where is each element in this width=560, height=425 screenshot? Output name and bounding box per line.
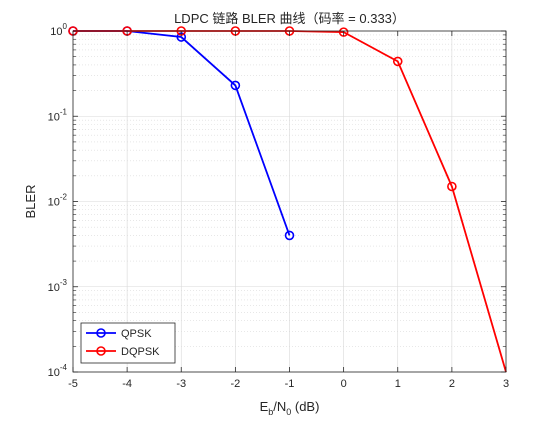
y-tick-label: 100 bbox=[50, 22, 67, 38]
legend-marker-qpsk bbox=[96, 328, 106, 338]
y-axis-label: BLER bbox=[23, 185, 38, 219]
x-axis-label: Eb/N0 (dB) bbox=[260, 399, 320, 417]
legend: QPSK DQPSK bbox=[80, 322, 176, 364]
data-point-dqpsk bbox=[392, 56, 403, 67]
data-point-qpsk bbox=[230, 80, 241, 91]
y-tick-label: 10-4 bbox=[48, 363, 68, 379]
data-point-dqpsk bbox=[338, 27, 349, 37]
x-tick-label: -3 bbox=[176, 378, 186, 390]
x-tick-label: -2 bbox=[230, 378, 240, 390]
x-tick-label: -4 bbox=[122, 378, 132, 390]
data-point-qpsk bbox=[284, 230, 295, 241]
legend-label-qpsk: QPSK bbox=[121, 328, 152, 340]
y-tick-label: 10-3 bbox=[48, 278, 68, 294]
legend-box bbox=[80, 322, 176, 364]
chart-title: LDPC 链路 BLER 曲线（码率 = 0.333） bbox=[174, 11, 405, 26]
y-tick-label: 10-2 bbox=[48, 193, 68, 209]
x-tick-label: 2 bbox=[449, 378, 455, 390]
x-tick-label: -5 bbox=[68, 378, 78, 390]
data-point-dqpsk bbox=[447, 181, 457, 192]
x-tick-label: 0 bbox=[341, 378, 347, 390]
x-tick-label: 3 bbox=[503, 378, 509, 390]
x-tick-label: -1 bbox=[285, 378, 295, 390]
legend-marker-dqpsk bbox=[96, 346, 106, 356]
legend-label-dqpsk: DQPSK bbox=[121, 346, 160, 358]
y-tick-label: 10-1 bbox=[48, 107, 68, 123]
x-tick-label: 1 bbox=[395, 378, 401, 390]
ticks-layer: -5 -4 -3 -2 -1 0 1 2 3 10-4 10-3 10-2 10-1 100 bbox=[48, 22, 509, 390]
